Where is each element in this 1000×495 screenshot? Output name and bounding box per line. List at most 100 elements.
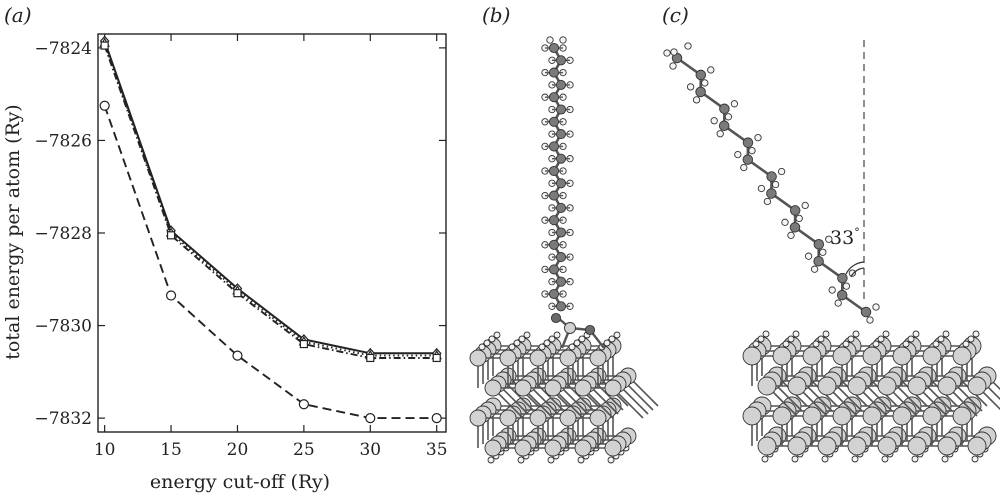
plot-frame: [97, 33, 447, 433]
hydrogen-atom: [801, 201, 809, 210]
series-line-dashdot: [103, 45, 437, 359]
silicon-atom: [589, 349, 607, 367]
hydrogen-atom: [972, 330, 980, 338]
y-tick-label: −7824: [34, 39, 92, 59]
carbon-atom: [742, 154, 754, 165]
data-point-circle: [431, 413, 442, 424]
hydrogen-atom: [578, 335, 586, 343]
hydrogen-atom: [577, 456, 585, 464]
silicon-atom: [877, 436, 897, 456]
hydrogen-atom: [547, 456, 555, 464]
silicon-atom: [757, 376, 777, 396]
data-point-square: [233, 289, 242, 298]
silicon-atom: [469, 409, 487, 427]
carbon-atom: [695, 86, 706, 98]
hydrogen-atom: [882, 330, 890, 338]
hydrogen-atom: [911, 455, 919, 463]
y-axis-title: total energy per atom (Ry): [2, 104, 24, 359]
hydrogen-atom: [872, 303, 880, 311]
silicon-atom: [952, 346, 972, 366]
silicon-atom: [877, 376, 897, 396]
hydrogen-atom: [866, 316, 874, 324]
hydrogen-atom: [872, 340, 880, 348]
silicon-atom: [544, 439, 562, 457]
silicon-atom: [564, 322, 576, 334]
silicon-atom: [817, 436, 837, 456]
carbon-atom: [766, 171, 777, 182]
hydrogen-atom: [513, 339, 521, 347]
hydrogen-atom: [493, 331, 501, 339]
silicon-atom: [892, 346, 912, 366]
silicon-atom: [559, 409, 577, 427]
silicon-atom: [832, 406, 852, 426]
silicon-atom: [862, 406, 882, 426]
data-point-square: [299, 339, 308, 349]
carbon-atom: [548, 239, 560, 250]
hydrogen-atom: [848, 269, 857, 277]
data-point-circle: [165, 290, 177, 301]
series-circle: [99, 100, 442, 424]
silicon-atom: [907, 436, 927, 456]
hydrogen-atom: [710, 117, 718, 125]
hydrogen-atom: [716, 130, 724, 138]
hydrogen-atom: [881, 455, 889, 463]
hydrogen-atom: [734, 150, 742, 159]
x-tick-label: 10: [94, 440, 116, 460]
silicon-atom: [484, 379, 502, 397]
hydrogen-atom: [707, 66, 715, 74]
carbon-atom: [789, 222, 801, 233]
x-tick-label: 15: [160, 440, 182, 460]
data-point-circle: [99, 100, 110, 111]
hydrogen-atom: [852, 330, 860, 338]
hydrogen-atom: [523, 331, 531, 339]
hydrogen-atom: [842, 282, 851, 290]
carbon-atom: [837, 272, 848, 284]
carbon-atom: [548, 165, 560, 177]
carbon-atom: [548, 141, 560, 152]
hydrogen-atom: [488, 335, 496, 343]
oxygen-atom: [550, 312, 562, 324]
carbon-atom: [555, 227, 567, 238]
x-tick-label: 20: [227, 440, 249, 460]
hydrogen-atom: [559, 36, 567, 44]
hydrogen-atom: [777, 167, 786, 176]
energy-chart: (a) 10 15 20 25 30 35 −7824−7826−7828−7830−78…: [2, 3, 448, 493]
carbon-atom: [555, 178, 567, 189]
hydrogen-atom: [546, 36, 554, 44]
y-tick-label: −7832: [34, 409, 92, 429]
silicon-atom: [967, 376, 987, 396]
silicon-atom: [469, 349, 487, 367]
hydrogen-atom: [804, 252, 813, 260]
panel-label-a: (a): [4, 3, 32, 27]
silicon-atom: [499, 409, 517, 427]
carbon-atom: [719, 103, 730, 115]
hydrogen-atom: [937, 335, 945, 343]
carbon-atom: [813, 255, 824, 267]
carbon-atom: [548, 67, 560, 78]
silicon-atom: [937, 376, 957, 396]
hydrogen-atom: [757, 184, 766, 193]
carbon-atom: [555, 104, 567, 115]
hydrogen-atom: [842, 340, 850, 348]
hydrogen-atom: [902, 340, 910, 348]
silicon-atom: [742, 346, 762, 366]
silicon-atom: [574, 379, 592, 397]
carbon-atom: [789, 205, 801, 216]
hydrogen-atom: [792, 330, 800, 338]
hydrogen-atom: [568, 343, 576, 351]
silicon-atom: [514, 439, 532, 457]
hydrogen-atom: [782, 340, 790, 348]
hydrogen-atom: [669, 62, 677, 70]
hydrogen-atom: [508, 343, 516, 351]
hydrogen-atom: [967, 335, 975, 343]
carbon-atom: [836, 289, 848, 301]
hydrogen-atom: [538, 343, 546, 351]
y-tick-label: −7828: [34, 224, 92, 244]
data-point-circle: [365, 413, 376, 424]
hydrogen-atom: [670, 48, 678, 56]
hydrogen-atom: [701, 79, 709, 87]
hydrogen-atom: [761, 455, 769, 463]
carbon-atom: [695, 69, 707, 81]
carbon-atom: [548, 92, 560, 103]
hydrogen-atom: [692, 96, 701, 104]
